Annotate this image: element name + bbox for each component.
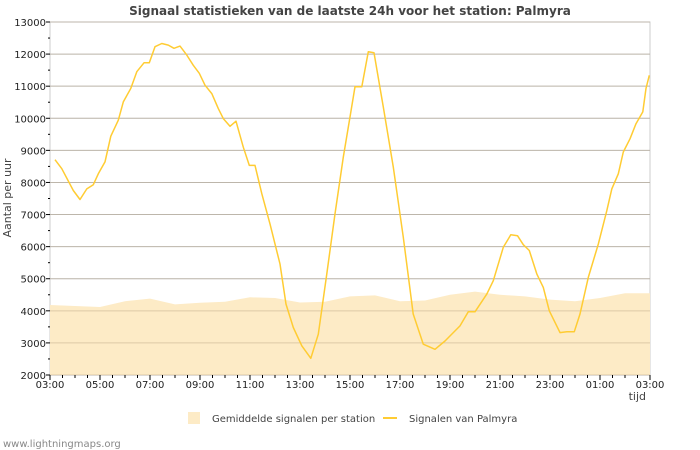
y-axis-label: Aantal per uur xyxy=(1,158,14,238)
x-tick-label: 01:00 xyxy=(586,380,615,391)
y-tick-label: 11000 xyxy=(14,82,46,93)
legend-label-average: Gemiddelde signalen per station xyxy=(212,414,375,425)
y-tick-label: 2000 xyxy=(21,371,46,382)
x-tick-label: 09:00 xyxy=(186,380,215,391)
y-tick-label: 9000 xyxy=(21,146,46,157)
chart-title: Signaal statistieken van de laatste 24h … xyxy=(129,4,571,18)
legend: Gemiddelde signalen per station Signalen… xyxy=(188,412,517,425)
y-tick-label: 10000 xyxy=(14,114,46,125)
y-tick-label: 5000 xyxy=(21,275,46,286)
y-tick-label: 3000 xyxy=(21,339,46,350)
x-tick-label: 07:00 xyxy=(136,380,165,391)
y-tick-label: 4000 xyxy=(21,307,46,318)
legend-swatch-average xyxy=(188,412,200,424)
x-tick-label: 21:00 xyxy=(486,380,515,391)
y-tick-label: 6000 xyxy=(21,243,46,254)
footer-link[interactable]: www.lightningmaps.org xyxy=(3,439,121,450)
average-area-layer xyxy=(50,291,650,375)
x-tick-label: 13:00 xyxy=(286,380,315,391)
y-tick-label: 7000 xyxy=(21,211,46,222)
x-tick-label: 03:00 xyxy=(636,380,665,391)
axes: 2000 3000 4000 5000 6000 7000 8000 9000 10000 110… xyxy=(14,18,664,391)
x-axis-label: tijd xyxy=(629,390,646,403)
x-tick-label: 03:00 xyxy=(36,380,65,391)
x-tick-label: 11:00 xyxy=(236,380,265,391)
x-tick-label: 05:00 xyxy=(86,380,115,391)
x-tick-label: 19:00 xyxy=(436,380,465,391)
grid-overlay xyxy=(50,21,650,376)
legend-label-palmyra: Signalen van Palmyra xyxy=(409,414,517,425)
palmyra-line-layer xyxy=(54,42,651,360)
average-signals-area xyxy=(50,291,650,375)
x-tick-label: 15:00 xyxy=(336,380,365,391)
y-tick-label: 8000 xyxy=(21,178,46,189)
y-tick-label: 12000 xyxy=(14,50,46,61)
x-tick-label: 17:00 xyxy=(386,380,415,391)
y-tick-label: 13000 xyxy=(14,18,46,29)
x-tick-label: 23:00 xyxy=(536,380,565,391)
